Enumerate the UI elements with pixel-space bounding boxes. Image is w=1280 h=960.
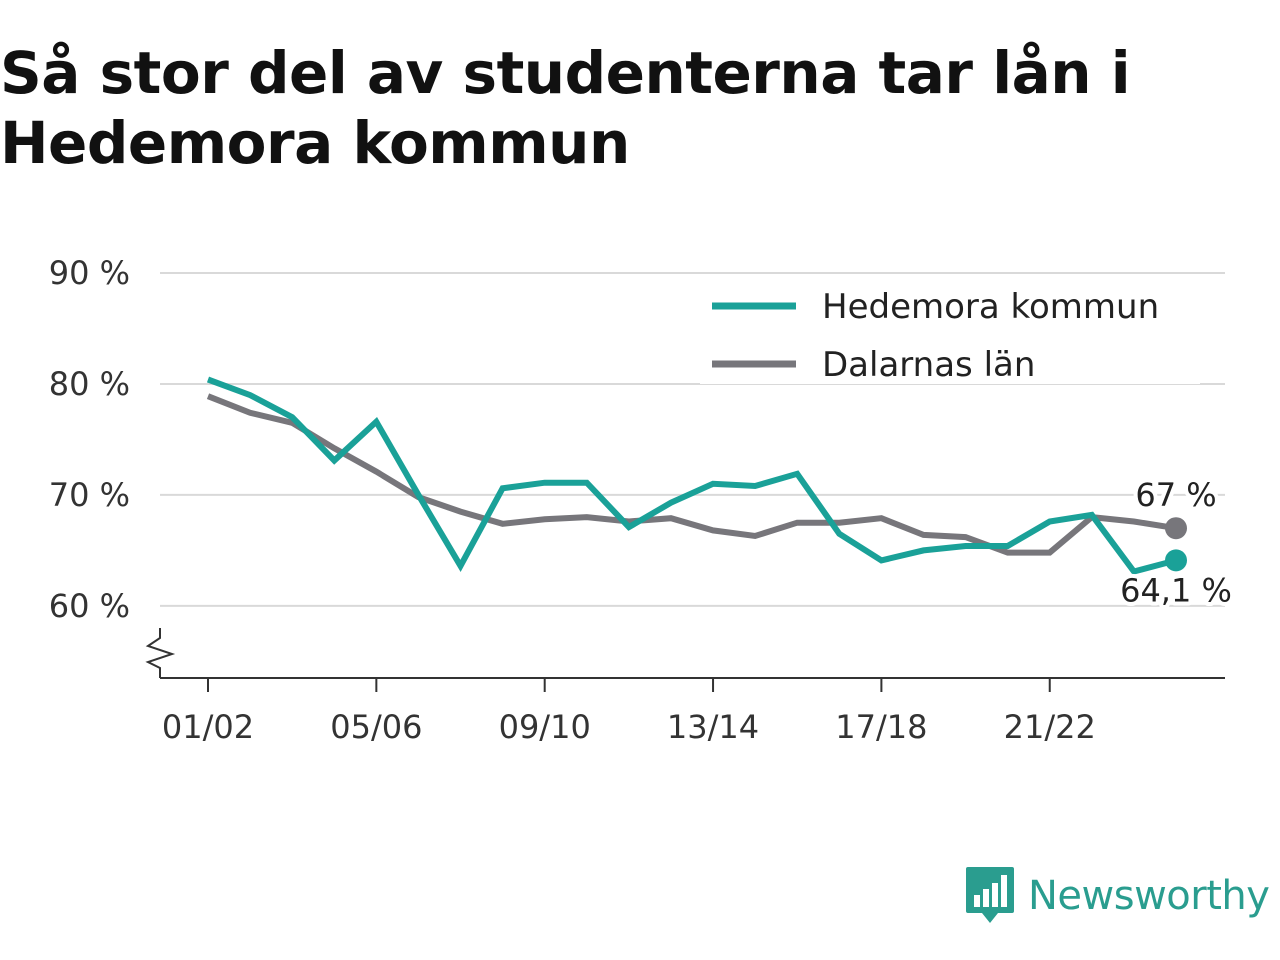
series-line-hedemora <box>206 376 1177 575</box>
end-marker-dalarna <box>1165 517 1187 540</box>
y-tick-label: 90 % <box>49 254 130 292</box>
y-axis-ticks: 90 % 80 % 70 % 60 % <box>49 254 130 625</box>
bar-chart-speech-bubble-icon <box>966 867 1014 923</box>
x-axis: 01/02 05/06 09/10 13/14 17/18 21/22 <box>145 628 1225 746</box>
x-tick-label: 05/06 <box>330 708 422 746</box>
series-line-dalarna <box>206 393 1177 556</box>
newsworthy-logo: Newsworthy <box>964 864 1270 928</box>
legend: Hedemora kommun Dalarnas län <box>700 274 1200 385</box>
chart-title: Så stor del av studenterna tar lån i Hed… <box>0 39 1131 177</box>
x-tick-label: 21/22 <box>1004 708 1096 746</box>
end-marker-hedemora <box>1165 549 1187 572</box>
brand-name: Newsworthy <box>1028 873 1270 919</box>
end-markers: 67 % 64,1 % <box>1116 472 1236 613</box>
end-label-hedemora: 64,1 % <box>1120 571 1232 609</box>
legend-label-dalarna: Dalarnas län <box>822 345 1035 385</box>
x-tick-label: 09/10 <box>499 708 591 746</box>
y-tick-label: 80 % <box>49 365 130 403</box>
y-tick-label: 70 % <box>49 476 130 514</box>
x-tick-label: 17/18 <box>835 708 927 746</box>
y-tick-label: 60 % <box>49 587 130 625</box>
y-axis-break <box>145 628 176 678</box>
series-lines <box>206 376 1177 575</box>
x-tick-label: 13/14 <box>667 708 759 746</box>
legend-label-hedemora: Hedemora kommun <box>822 287 1159 327</box>
end-label-dalarna: 67 % <box>1135 476 1216 514</box>
x-tick-label: 01/02 <box>162 708 254 746</box>
